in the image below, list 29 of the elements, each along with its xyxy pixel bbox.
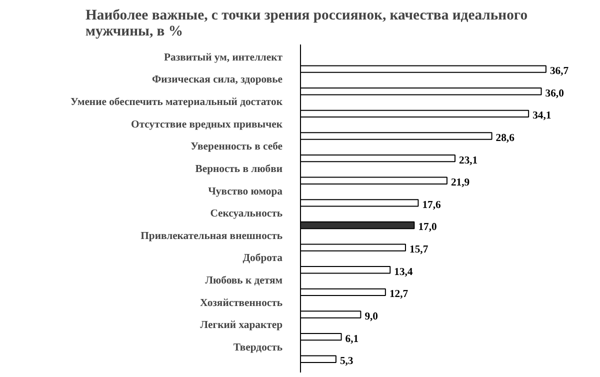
data-label: 12,7 — [389, 289, 409, 300]
y-tick-label: Отсутствие вредных привычек — [131, 119, 284, 130]
data-label: 34,1 — [532, 110, 552, 122]
y-tick-label: Хозяйственность — [200, 298, 283, 309]
y-tick-label: Уверенность в себе — [190, 142, 283, 153]
y-tick-label: Верность в любви — [195, 164, 283, 175]
data-label: 36,0 — [545, 88, 564, 100]
y-tick-label: Развитый ум, интеллект — [164, 52, 284, 64]
y-tick-label: Чувство юмора — [208, 186, 284, 198]
data-label: 5,3 — [340, 356, 354, 368]
data-label: 17,6 — [422, 200, 442, 211]
data-label: 9,0 — [364, 311, 378, 322]
data-label: 28,6 — [496, 132, 516, 144]
data-label: 23,1 — [458, 155, 478, 166]
y-tick-label: Физическая сила, здоровье — [152, 74, 283, 86]
y-tick-label: Умение обеспечить материальный достаток — [70, 97, 284, 108]
data-label: 36,7 — [550, 66, 570, 78]
y-tick-label: Твердость — [233, 342, 283, 354]
data-label: 15,7 — [410, 244, 429, 256]
data-label: 21,9 — [450, 178, 470, 189]
y-tick-label: Любовь к детям — [205, 276, 283, 287]
data-label: 13,4 — [394, 266, 414, 278]
y-tick-label: Сексуальность — [210, 208, 283, 220]
data-label: 17,0 — [418, 222, 437, 234]
y-tick-label: Доброта — [242, 253, 284, 264]
y-tick-label: Легкий характер — [200, 320, 283, 332]
chart-title: Наиболее важные, с точки зрения россиянок, качества идеального мужчины, в % — [86, 8, 528, 40]
y-tick-label: Привлекательная внешность — [140, 230, 283, 242]
data-label: 6,1 — [345, 334, 359, 345]
